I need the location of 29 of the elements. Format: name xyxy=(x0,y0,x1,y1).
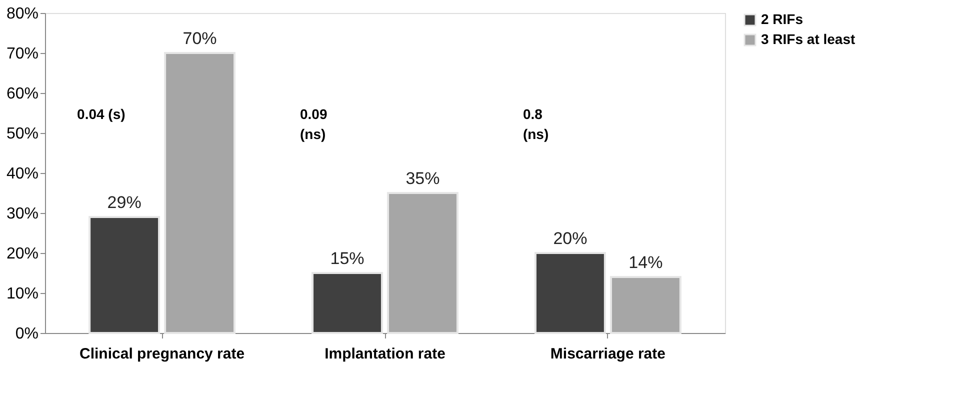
y-tick-label: 70% xyxy=(6,46,38,62)
y-tick-label: 30% xyxy=(6,206,38,222)
bar xyxy=(312,272,383,334)
y-tick-label: 40% xyxy=(6,166,38,182)
y-tick-label: 50% xyxy=(6,126,38,142)
x-tick-label: Clinical pregnancy rate xyxy=(80,346,245,362)
data-label: 35% xyxy=(406,169,440,188)
bar xyxy=(88,216,160,334)
bar xyxy=(164,52,236,334)
data-label: 15% xyxy=(330,249,364,268)
y-tick-label: 10% xyxy=(6,286,38,302)
legend-label: 3 RIFs at least xyxy=(761,31,856,47)
data-label: 20% xyxy=(553,229,588,248)
x-tick-label: Miscarriage rate xyxy=(550,346,666,362)
data-label: 29% xyxy=(107,193,142,212)
data-label: 70% xyxy=(182,29,217,48)
y-tick-label: 0% xyxy=(15,326,38,342)
annotation: 0.04 (s) xyxy=(77,106,126,122)
bar xyxy=(387,192,458,334)
y-tick-label: 60% xyxy=(6,86,38,102)
bar xyxy=(534,252,606,334)
legend-label: 2 RIFs xyxy=(761,11,804,27)
bar xyxy=(610,276,682,334)
y-tick-label: 20% xyxy=(6,246,38,262)
annotation: 0.09 (ns) xyxy=(300,106,328,142)
x-tick-label: Implantation rate xyxy=(324,346,446,362)
data-label: 14% xyxy=(628,253,663,272)
annotation: 0.8 (ns) xyxy=(522,106,549,142)
y-tick-label: 80% xyxy=(6,6,38,22)
